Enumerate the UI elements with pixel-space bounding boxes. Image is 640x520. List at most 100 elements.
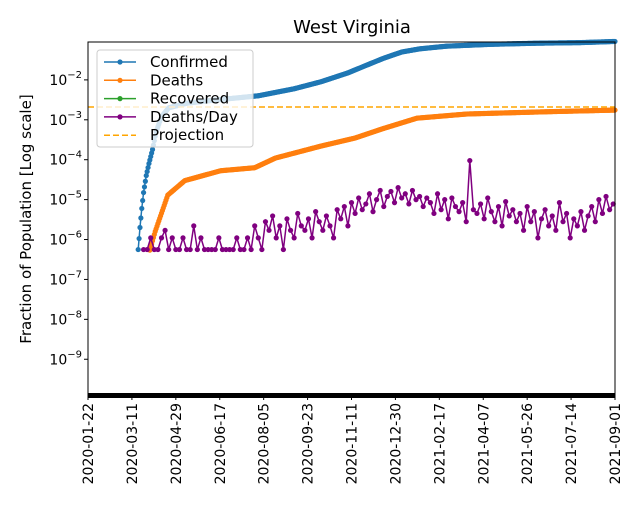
deaths-day-point: [252, 223, 258, 229]
deaths-day-point: [596, 197, 602, 203]
deaths-day-point: [538, 216, 545, 222]
deaths-day-point: [248, 246, 254, 253]
legend-box: [96, 49, 254, 148]
x-tick-label: 2020-11-11: [345, 403, 361, 484]
chart-title: West Virginia: [293, 17, 411, 38]
deaths-day-point: [531, 209, 537, 215]
y-tick-label: 10−8: [49, 309, 82, 328]
deaths-day-point: [424, 195, 430, 201]
deaths-day-point: [144, 246, 150, 253]
deaths-day-point: [381, 203, 387, 210]
confirmed-point: [612, 38, 618, 45]
deaths-day-point: [556, 200, 563, 206]
deaths-day-point: [417, 193, 423, 200]
deaths-day-point: [399, 195, 405, 201]
deaths-day-point: [270, 213, 276, 219]
deaths-day-point: [219, 246, 226, 253]
deaths-day-point: [180, 235, 186, 241]
deaths-day-point: [571, 216, 577, 222]
deaths-day-point: [474, 210, 480, 217]
legend-label-deaths: Deaths: [150, 71, 203, 89]
deaths-day-point: [320, 227, 326, 233]
deaths-day-point: [452, 203, 459, 210]
deaths-day-point: [513, 219, 520, 225]
deaths-day-point: [485, 195, 491, 201]
deaths-day-point: [499, 223, 505, 229]
y-tick-exponent: −7: [67, 269, 82, 280]
y-tick-exponent: −9: [67, 349, 82, 360]
deaths-day-point: [305, 216, 312, 222]
deaths-day-point: [148, 235, 154, 241]
deaths-day-point: [449, 195, 455, 201]
deaths-day-point: [456, 209, 462, 215]
deaths-day-point: [244, 235, 251, 241]
deaths-day-point: [341, 203, 347, 210]
deaths-day-point: [227, 246, 233, 253]
deaths-day-point: [366, 191, 373, 197]
deaths-day-point: [223, 246, 229, 253]
y-tick-base: 10: [49, 352, 67, 368]
confirmed-point: [141, 184, 148, 190]
deaths-day-point: [395, 185, 401, 191]
x-tick-label: 2020-03-11: [125, 403, 141, 484]
legend: ConfirmedDeathsRecoveredDeaths/DayProjec…: [96, 49, 254, 148]
deaths-day-point: [535, 235, 541, 241]
deaths-day-point: [574, 223, 580, 229]
legend-marker-recovered: [117, 96, 123, 102]
deaths-day-point: [277, 223, 283, 229]
deaths-day-point: [370, 209, 376, 215]
deaths-day-point: [309, 235, 315, 241]
y-tick-exponent: −4: [67, 150, 82, 161]
deaths-day-point: [420, 203, 426, 210]
legend-label-deaths-day: Deaths/Day: [150, 108, 238, 126]
deaths-day-point: [524, 203, 530, 210]
deaths-day-point: [599, 210, 606, 217]
y-tick-base: 10: [49, 233, 67, 249]
x-tick-label: 2020-08-05: [257, 403, 273, 484]
deaths-day-point: [273, 235, 279, 241]
deaths-day-point: [284, 216, 290, 222]
deaths-day-point: [295, 210, 301, 217]
deaths-day-point: [162, 227, 168, 233]
deaths-day-point: [234, 235, 240, 241]
deaths-day-point: [442, 197, 448, 203]
deaths-day-point: [173, 246, 179, 253]
deaths-day-point: [348, 200, 355, 206]
deaths-day-point: [255, 235, 261, 241]
deaths-day-point: [359, 207, 365, 213]
deaths-day-point: [287, 227, 294, 233]
deaths-day-point: [520, 227, 527, 233]
deaths-day-point: [352, 210, 358, 217]
deaths-day-point: [542, 207, 548, 213]
legend-label-projection: Projection: [150, 126, 224, 144]
y-tick-label: 10−9: [49, 349, 82, 368]
deaths-day-point: [151, 246, 157, 253]
deaths-day-point: [373, 197, 380, 203]
y-tick-base: 10: [49, 193, 67, 209]
deaths-day-point: [434, 191, 441, 197]
x-tick-label: 2020-06-17: [213, 403, 229, 484]
legend-marker-deaths-day: [117, 114, 123, 120]
deaths-day-point: [323, 213, 330, 219]
deaths-day-point: [316, 219, 322, 225]
deaths-day-point: [266, 227, 272, 233]
confirmed-point: [135, 246, 141, 253]
deaths-day-point: [546, 223, 552, 229]
confirmed-point: [137, 224, 143, 231]
deaths-day-point: [356, 195, 362, 201]
deaths-day-point: [481, 216, 487, 222]
y-tick-exponent: −3: [67, 110, 82, 121]
legend-label-recovered: Recovered: [150, 90, 229, 108]
deaths-day-point: [191, 223, 197, 229]
deaths-day-point: [564, 210, 570, 217]
deaths-day-point: [470, 207, 476, 213]
y-tick-label: 10−3: [49, 110, 82, 129]
y-tick-exponent: −2: [67, 70, 82, 81]
confirmed-point: [140, 197, 146, 204]
deaths-day-point: [187, 246, 193, 253]
deaths-day-point: [431, 210, 437, 217]
deaths-day-point: [237, 246, 243, 253]
deaths-day-point: [259, 246, 265, 253]
deaths-day-point: [567, 235, 573, 241]
deaths-day-point: [488, 209, 494, 215]
